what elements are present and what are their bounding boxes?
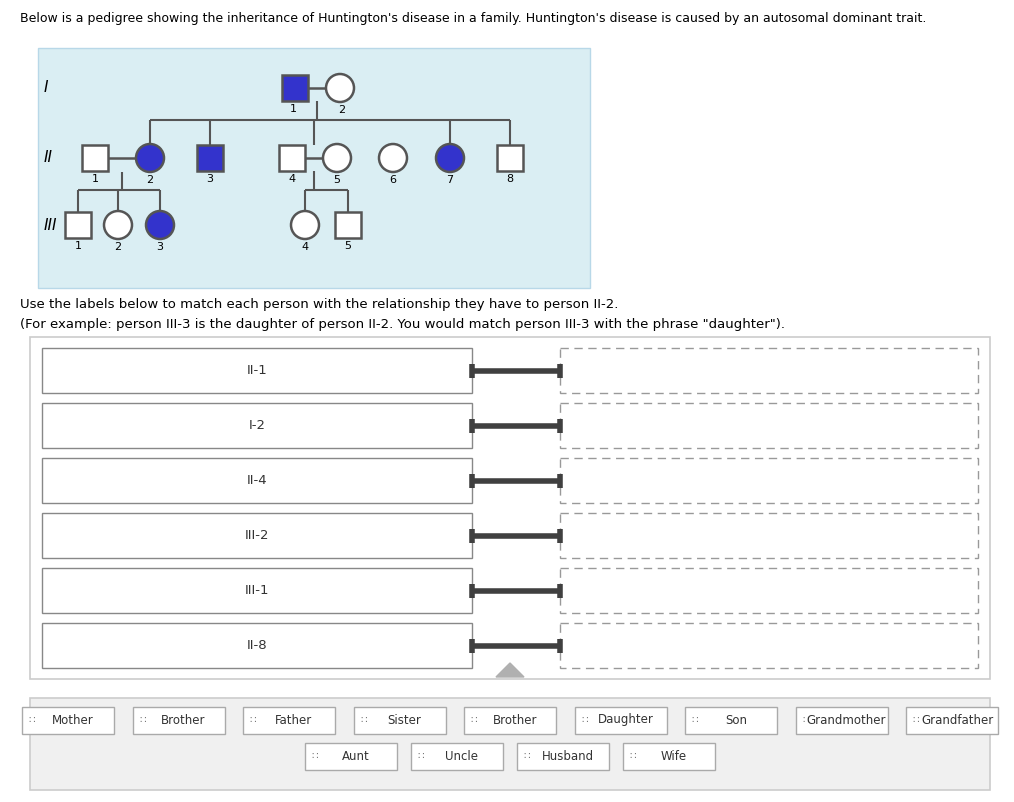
Text: Sister: Sister: [387, 714, 422, 727]
Text: 4: 4: [301, 242, 308, 252]
FancyBboxPatch shape: [560, 513, 977, 558]
Text: Use the labels below to match each person with the relationship they have to per: Use the labels below to match each perso…: [20, 298, 619, 311]
Text: ∷: ∷: [802, 715, 809, 725]
FancyBboxPatch shape: [42, 348, 472, 393]
FancyBboxPatch shape: [560, 568, 977, 613]
FancyBboxPatch shape: [305, 743, 397, 769]
Text: 3: 3: [156, 242, 163, 252]
FancyBboxPatch shape: [517, 743, 609, 769]
Text: Son: Son: [725, 714, 747, 727]
Text: 3: 3: [207, 174, 214, 184]
FancyBboxPatch shape: [42, 403, 472, 448]
Text: 1: 1: [74, 241, 81, 251]
Text: I: I: [44, 80, 49, 95]
Text: Grandmother: Grandmother: [807, 714, 886, 727]
Text: 1: 1: [290, 104, 296, 114]
FancyBboxPatch shape: [560, 403, 977, 448]
Text: 1: 1: [91, 174, 98, 184]
Text: III-1: III-1: [244, 584, 270, 597]
FancyBboxPatch shape: [623, 743, 715, 769]
FancyBboxPatch shape: [411, 743, 503, 769]
FancyBboxPatch shape: [22, 707, 114, 734]
FancyBboxPatch shape: [42, 568, 472, 613]
FancyBboxPatch shape: [65, 212, 91, 238]
FancyBboxPatch shape: [42, 458, 472, 503]
Text: 2: 2: [115, 242, 122, 252]
Text: 4: 4: [288, 174, 295, 184]
Text: ∷: ∷: [692, 715, 699, 725]
FancyBboxPatch shape: [796, 707, 887, 734]
Text: ∷: ∷: [581, 715, 588, 725]
FancyBboxPatch shape: [133, 707, 224, 734]
Text: ∷: ∷: [139, 715, 146, 725]
FancyBboxPatch shape: [197, 145, 223, 171]
Text: 7: 7: [446, 175, 453, 185]
Text: 2: 2: [339, 105, 346, 115]
FancyBboxPatch shape: [42, 623, 472, 668]
Text: Below is a pedigree showing the inheritance of Huntington's disease in a family.: Below is a pedigree showing the inherita…: [20, 12, 927, 25]
FancyBboxPatch shape: [575, 707, 666, 734]
Text: ∷: ∷: [913, 715, 920, 725]
FancyBboxPatch shape: [335, 212, 361, 238]
Text: Brother: Brother: [161, 714, 206, 727]
Text: Brother: Brother: [493, 714, 537, 727]
FancyBboxPatch shape: [243, 707, 335, 734]
FancyBboxPatch shape: [560, 348, 977, 393]
FancyBboxPatch shape: [30, 337, 990, 679]
Circle shape: [323, 144, 351, 172]
Text: ∷: ∷: [249, 715, 257, 725]
FancyBboxPatch shape: [685, 707, 777, 734]
Text: 6: 6: [389, 175, 396, 185]
FancyBboxPatch shape: [82, 145, 108, 171]
FancyBboxPatch shape: [354, 707, 445, 734]
Text: Uncle: Uncle: [445, 750, 479, 763]
Text: 5: 5: [345, 241, 352, 251]
Text: ∷: ∷: [470, 715, 478, 725]
Text: 5: 5: [334, 175, 341, 185]
Text: ∷: ∷: [311, 751, 318, 761]
Text: II-8: II-8: [246, 639, 268, 652]
Polygon shape: [496, 663, 524, 677]
Text: ∷: ∷: [360, 715, 367, 725]
Circle shape: [291, 211, 319, 239]
Text: III: III: [44, 217, 58, 233]
Text: (For example: person III-3 is the daughter of person II-2. You would match perso: (For example: person III-3 is the daught…: [20, 318, 785, 331]
Text: Wife: Wife: [661, 750, 687, 763]
Text: ∷: ∷: [418, 751, 424, 761]
FancyBboxPatch shape: [560, 458, 977, 503]
Circle shape: [104, 211, 132, 239]
FancyBboxPatch shape: [38, 48, 590, 288]
Text: 2: 2: [146, 175, 153, 185]
Text: II-1: II-1: [246, 364, 268, 377]
Circle shape: [146, 211, 174, 239]
Text: Mother: Mother: [52, 714, 94, 727]
FancyBboxPatch shape: [560, 623, 977, 668]
FancyBboxPatch shape: [30, 698, 990, 790]
Text: III-2: III-2: [244, 529, 270, 542]
FancyBboxPatch shape: [42, 513, 472, 558]
FancyBboxPatch shape: [906, 707, 998, 734]
FancyBboxPatch shape: [279, 145, 305, 171]
FancyBboxPatch shape: [464, 707, 556, 734]
Text: ∷: ∷: [630, 751, 637, 761]
Text: Father: Father: [276, 714, 312, 727]
Text: Grandfather: Grandfather: [921, 714, 993, 727]
FancyBboxPatch shape: [282, 75, 308, 101]
Circle shape: [379, 144, 407, 172]
Text: ∷: ∷: [523, 751, 530, 761]
Circle shape: [325, 74, 354, 102]
Text: 8: 8: [506, 174, 513, 184]
FancyBboxPatch shape: [497, 145, 523, 171]
Text: Aunt: Aunt: [342, 750, 370, 763]
Text: ∷: ∷: [28, 715, 35, 725]
Circle shape: [136, 144, 164, 172]
Text: Daughter: Daughter: [597, 714, 653, 727]
Text: Husband: Husband: [541, 750, 594, 763]
Text: II: II: [44, 151, 53, 165]
Text: I-2: I-2: [248, 419, 266, 432]
Circle shape: [436, 144, 464, 172]
Text: II-4: II-4: [246, 474, 268, 487]
